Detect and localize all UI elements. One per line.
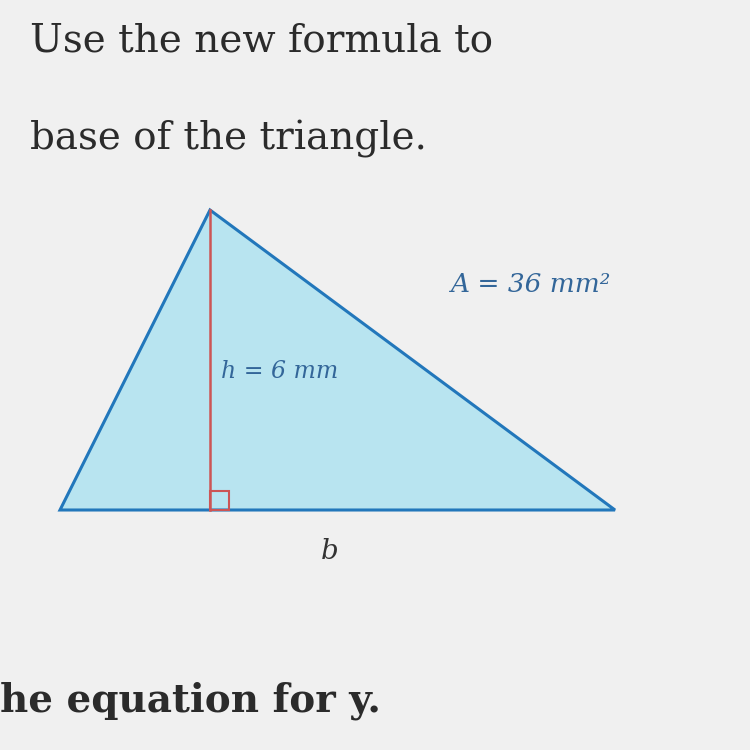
Text: base of the triangle.: base of the triangle. — [30, 120, 427, 158]
Text: h = 6 mm: h = 6 mm — [221, 360, 338, 382]
Polygon shape — [60, 210, 615, 510]
Text: A = 36 mm²: A = 36 mm² — [450, 272, 610, 298]
Text: he equation for y.: he equation for y. — [0, 682, 381, 720]
Text: Use the new formula to: Use the new formula to — [30, 22, 494, 59]
Text: b: b — [321, 538, 339, 565]
